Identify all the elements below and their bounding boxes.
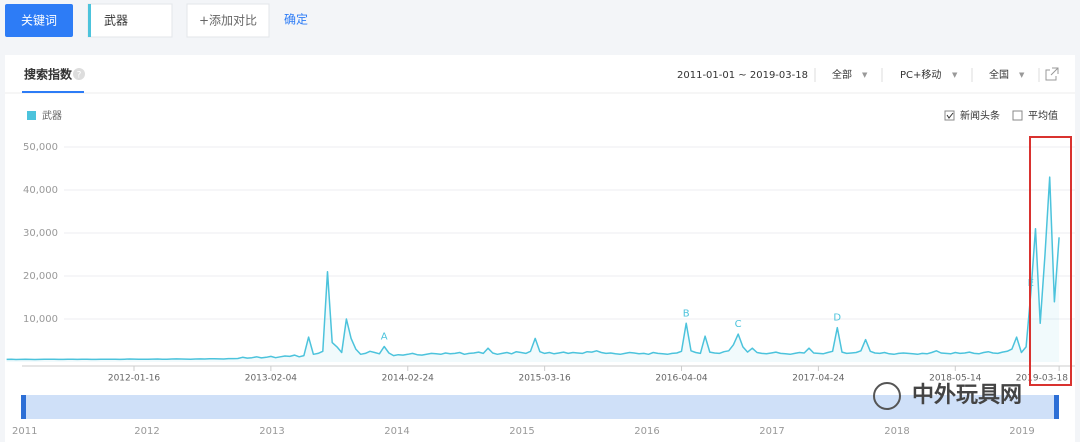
navigator-handle[interactable] [1054, 395, 1059, 419]
y-tick-label: 40,000 [23, 185, 58, 196]
filter[interactable]: 全国 [989, 68, 1009, 81]
legend-swatch [27, 111, 36, 120]
annotation: B [683, 308, 690, 319]
help-icon[interactable] [73, 68, 85, 80]
navigator-range[interactable] [22, 395, 1058, 419]
keyword-button[interactable] [5, 4, 73, 37]
panel [5, 55, 1075, 442]
checkbox-label: 平均值 [1028, 109, 1058, 122]
keyword-button-label: 关键词 [21, 14, 57, 28]
navigator-year: 2013 [259, 426, 284, 437]
y-tick-label: 30,000 [23, 228, 58, 239]
x-tick-label: 2019-03-18 [1016, 374, 1069, 384]
annotation: A [381, 332, 388, 343]
highlight-box [1029, 136, 1072, 386]
x-tick-label: 2014-02-24 [382, 374, 435, 384]
checkbox[interactable] [1012, 110, 1023, 121]
x-tick-label: 2016-04-04 [655, 374, 708, 384]
navigator-axis: 2011 2012 2013 2014 2015 2016 2017 2018 2019 [12, 426, 1035, 437]
search-input[interactable] [87, 3, 173, 38]
legend-label: 武器 [42, 109, 62, 122]
navigator-year: 2014 [384, 426, 409, 437]
navigator-year: 2018 [884, 426, 909, 437]
checkmark [946, 112, 954, 119]
tab-underline [22, 91, 84, 93]
dropdown-arrow: ▼ [1019, 71, 1025, 79]
dropdown-arrow: ▼ [952, 71, 958, 79]
navigator-year: 2012 [134, 426, 159, 437]
watermark: 中外玩具网 [912, 382, 1022, 408]
y-tick-label: 50,000 [23, 142, 58, 153]
checkbox[interactable] [944, 110, 955, 121]
line [6, 176, 1060, 361]
annotation: D [833, 313, 841, 324]
confirm-link[interactable]: 确定 [284, 12, 308, 27]
navigator-year: 2017 [759, 426, 784, 437]
navigator-year: 2019 [1009, 426, 1034, 437]
annotation: C [735, 319, 742, 330]
watermark-logo [873, 382, 901, 410]
help-mark: ? [77, 71, 82, 81]
share-icon[interactable] [1045, 67, 1059, 81]
date-range[interactable]: 2011-01-01 ~ 2019-03-18 [677, 70, 808, 81]
filter[interactable]: PC+移动 [900, 68, 941, 81]
checkbox-label: 新闻头条 [960, 109, 1000, 122]
navigator-year: 2016 [634, 426, 659, 437]
input-accent [88, 4, 91, 37]
search-term: 武器 [104, 14, 128, 28]
y-tick-label: 20,000 [23, 271, 58, 282]
navigator-year: 2015 [509, 426, 534, 437]
x-tick-label: 2012-01-16 [108, 374, 161, 384]
y-tick-label: 10,000 [23, 314, 58, 325]
chart: 10,000 20,000 30,000 40,000 50,000 2012-01-16… [6, 142, 1075, 384]
add-compare-label: +添加对比 [199, 14, 257, 28]
x-tick-label: 2015-03-16 [518, 374, 571, 384]
add-compare[interactable] [186, 3, 270, 38]
navigator-handle[interactable] [21, 395, 26, 419]
dropdown-arrow: ▼ [862, 71, 868, 79]
tab-label[interactable]: 搜索指数 [24, 67, 73, 82]
x-tick-label: 2018-05-14 [929, 374, 982, 384]
x-tick-label: 2017-04-24 [792, 374, 845, 384]
x-tick-label: 2013-02-04 [245, 374, 298, 384]
navigator-year: 2011 [12, 426, 37, 437]
filter[interactable]: 全部 [832, 68, 852, 81]
